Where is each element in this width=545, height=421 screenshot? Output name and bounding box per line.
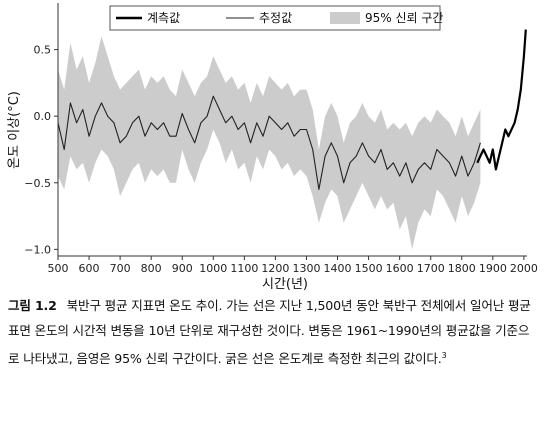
x-tick-label: 1200: [261, 262, 289, 275]
footnote-marker: 3: [441, 351, 447, 360]
temperature-chart: 500 600 700 800 900 1000 1100 1200 1300 1400 1500 1…: [7, 3, 538, 290]
x-tick-label: 1800: [448, 262, 476, 275]
x-tick-label: 1700: [417, 262, 445, 275]
x-tick-label: 700: [110, 262, 131, 275]
x-tick-label: 1900: [479, 262, 507, 275]
x-tick-label: 1300: [292, 262, 320, 275]
x-tick-label: 1600: [386, 262, 414, 275]
figure-number: 그림 1.2: [8, 298, 57, 313]
legend-measured-label: 계측값: [147, 11, 180, 25]
legend-box: [109, 5, 441, 31]
x-tick-label: 500: [48, 262, 69, 275]
figure-caption: 그림 1.2 북반구 평균 지표면 온도 추이. 가는 선은 지난 1,500년 …: [8, 293, 538, 371]
measured-line: [476, 29, 527, 171]
x-tick-label: 800: [141, 262, 162, 275]
estimated-line: [57, 95, 481, 190]
y-tick-label: 0.0: [34, 110, 52, 123]
confidence-band: [58, 36, 481, 250]
caption-text: 북반구 평균 지표면 온도 추이. 가는 선은 지난 1,500년 동안 북반구…: [8, 298, 531, 367]
x-tick-label: 1400: [324, 262, 352, 275]
y-tick-label: 0.5: [34, 44, 52, 57]
x-tick-label: 1000: [199, 262, 227, 275]
x-tick-label: 1500: [355, 262, 383, 275]
x-tick-label: 900: [172, 262, 193, 275]
axes: 500 600 700 800 900 1000 1100 1200 1300 1400 1500 1…: [24, 3, 538, 275]
x-tick-label: 600: [79, 262, 100, 275]
x-axis-title: 시간(년): [262, 277, 308, 290]
y-tick-label: −0.5: [24, 177, 51, 190]
legend-band-swatch: [330, 12, 360, 24]
plot-area: [57, 29, 527, 250]
legend: 계측값 추정값 95% 신뢰 구간: [109, 5, 443, 31]
legend-estimated-label: 추정값: [259, 11, 292, 25]
y-axis-title: 온도 이상(°C): [7, 91, 22, 169]
x-tick-label: 2000: [510, 262, 538, 275]
y-tick-label: −1.0: [24, 243, 51, 256]
x-tick-label: 1100: [230, 262, 258, 275]
legend-band-label: 95% 신뢰 구간: [365, 11, 443, 25]
